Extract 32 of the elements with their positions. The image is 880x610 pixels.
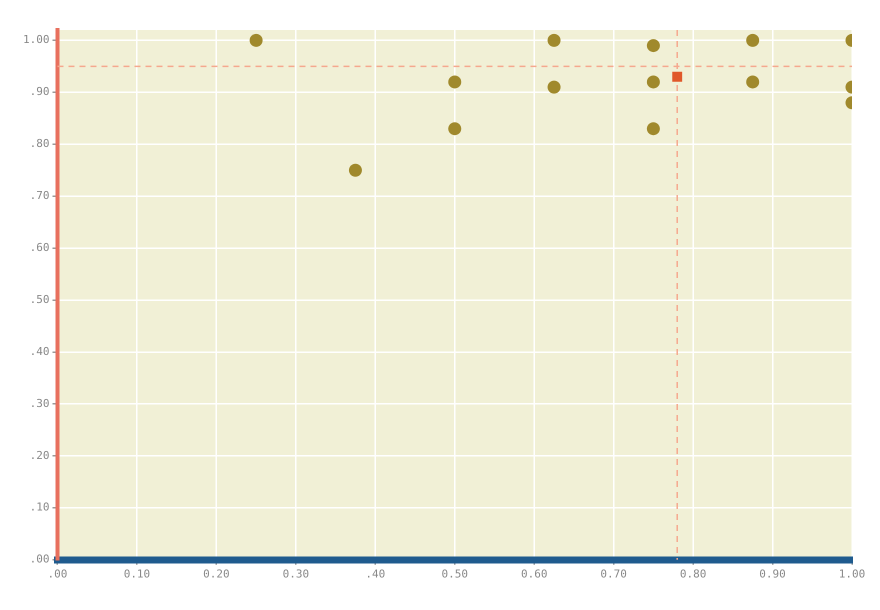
point bbox=[646, 75, 660, 88]
text: 0.30 bbox=[282, 567, 310, 580]
point bbox=[746, 75, 760, 88]
y-tick-label: .60 bbox=[30, 241, 50, 254]
point bbox=[548, 80, 561, 94]
text: 0.60 bbox=[520, 567, 548, 580]
text: 0.50 bbox=[441, 567, 468, 580]
y-tick-label: .10 bbox=[30, 500, 50, 514]
y-tick-label: .40 bbox=[30, 344, 50, 358]
point bbox=[646, 39, 660, 52]
point bbox=[448, 75, 462, 88]
text: 1.00 bbox=[838, 567, 866, 580]
y-tick-label: .00 bbox=[30, 552, 50, 566]
point bbox=[250, 34, 263, 47]
y-tick-label: .20 bbox=[30, 448, 50, 462]
point bbox=[348, 164, 362, 177]
y-tick-label: 1.00 bbox=[22, 33, 50, 46]
point bbox=[548, 34, 561, 47]
text: 0.90 bbox=[759, 567, 786, 580]
point bbox=[746, 34, 760, 47]
point bbox=[448, 122, 462, 136]
y-tick-label: .80 bbox=[30, 137, 50, 150]
y-tick-label: .70 bbox=[30, 189, 50, 202]
text: 0.70 bbox=[600, 567, 627, 580]
y-tick-label: .30 bbox=[30, 396, 50, 410]
point bbox=[646, 122, 660, 136]
text: 0.10 bbox=[124, 567, 150, 580]
point bbox=[672, 72, 682, 82]
text: 0.80 bbox=[680, 567, 706, 580]
y-tick-label: .50 bbox=[30, 292, 50, 306]
y-tick-label: .90 bbox=[30, 85, 50, 98]
text: 0.20 bbox=[203, 567, 230, 580]
